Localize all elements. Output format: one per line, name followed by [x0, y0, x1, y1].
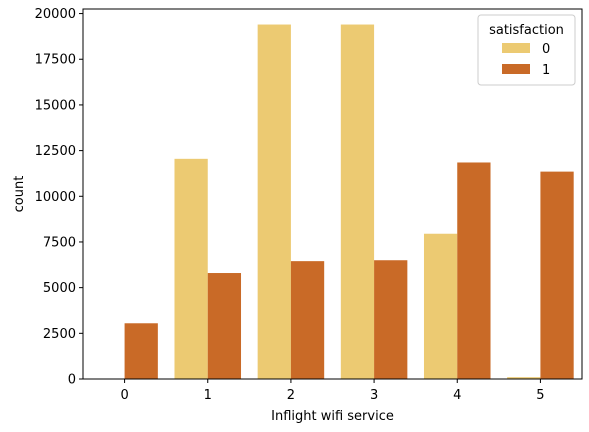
y-tick-label: 10000	[35, 190, 76, 205]
bar-1-series-0	[174, 158, 208, 379]
x-tick-label-4: 4	[453, 388, 461, 403]
y-tick-label: 7500	[43, 235, 76, 250]
y-tick-label: 15000	[35, 98, 76, 113]
x-tick-label-0: 0	[120, 388, 128, 403]
bar-3-series-0	[340, 24, 375, 380]
legend-label-1: 1	[542, 63, 550, 78]
y-tick-label: 0	[68, 373, 76, 388]
x-axis: 0 1 2 3 4 5	[120, 379, 545, 403]
legend-label-0: 0	[542, 42, 550, 57]
legend: satisfaction 0 1	[477, 14, 576, 86]
x-axis-label: Inflight wifi service	[271, 409, 394, 424]
bars-layer	[124, 24, 574, 380]
y-tick-label: 17500	[35, 53, 76, 68]
y-tick-label: 12500	[35, 144, 76, 159]
y-axis-label: count	[12, 176, 27, 213]
bar-5-series-1	[540, 171, 574, 379]
bar-2-series-1	[290, 261, 325, 379]
bar-4-series-0	[423, 233, 458, 379]
legend-title: satisfaction	[489, 23, 564, 38]
x-tick-label-2: 2	[287, 388, 295, 403]
bar-4-series-1	[457, 162, 491, 379]
y-tick-label: 20000	[35, 7, 76, 22]
plot-frame	[82, 8, 583, 380]
x-tick-label-1: 1	[204, 388, 212, 403]
bar-3-series-1	[374, 260, 408, 379]
y-tick-label: 5000	[43, 281, 76, 296]
y-tick-label: 2500	[43, 327, 76, 342]
legend-swatch-0	[502, 43, 530, 53]
bar-0-series-1	[124, 323, 158, 379]
bar-2-series-0	[257, 24, 291, 380]
bar-5-series-0	[507, 377, 541, 379]
y-axis: 0 2500 5000 7500 10000 12500 15000 17500 20000	[35, 7, 83, 388]
x-tick-label-3: 3	[370, 388, 378, 403]
legend-swatch-1	[502, 64, 530, 74]
bar-1-series-1	[207, 273, 242, 379]
x-tick-label-5: 5	[536, 388, 544, 403]
